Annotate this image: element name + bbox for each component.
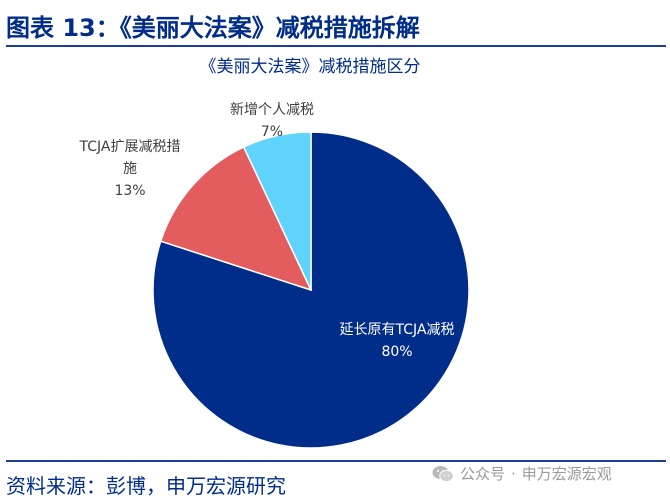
slice-percent-label: 80% — [381, 344, 412, 360]
figure-header: 图表 13：《美丽大法案》减税措施拆解 — [6, 4, 666, 47]
footer-divider — [6, 460, 666, 462]
pie-chart: 《美丽大法案》减税措施区分 延长原有TCJA减税 80% TCJA扩展减税措施 13%… — [0, 44, 670, 454]
slice-name-label: 新增个人减税 — [230, 102, 314, 118]
slice-label-new-individual: 新增个人减税 7% — [230, 102, 314, 140]
watermark-separator: · — [511, 464, 516, 483]
slice-percent-label: 13% — [114, 183, 145, 199]
figure-title: 图表 13：《美丽大法案》减税措施拆解 — [6, 14, 420, 42]
watermark-name: 申万宏源宏观 — [521, 465, 612, 483]
figure-footer: 资料来源：彭博，申万宏源研究 公众号 · 申万宏源宏观 — [0, 460, 670, 502]
slice-name-label: 施 — [123, 161, 137, 177]
source-note: 资料来源：彭博，申万宏源研究 — [6, 474, 286, 498]
watermark-prefix: 公众号 — [460, 465, 506, 483]
watermark: 公众号 · 申万宏源宏观 — [432, 463, 612, 484]
pie-slice-tcja-expansion — [159, 146, 313, 292]
slice-percent-label: 7% — [261, 124, 283, 140]
pie-slice-new-individual — [242, 131, 312, 291]
pie-slice-extended-tcja — [152, 131, 470, 449]
slice-label-extended-tcja: 延长原有TCJA减税 80% — [340, 322, 455, 360]
title-divider — [6, 45, 666, 47]
chart-title: 《美丽大法案》减税措施区分 — [199, 57, 421, 77]
wechat-icon — [432, 465, 454, 482]
slice-name-label: TCJA扩展减税措 — [79, 139, 181, 155]
slice-name-label: 延长原有TCJA减税 — [340, 322, 455, 338]
